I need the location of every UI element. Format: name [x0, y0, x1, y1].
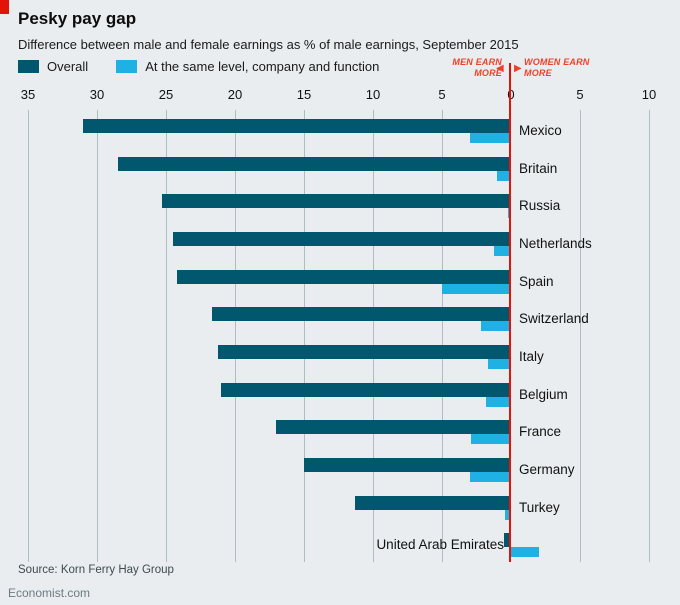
- bar-same-level: [505, 509, 511, 520]
- axis-tick-label: 30: [89, 87, 105, 102]
- axis-tick-label: 20: [227, 87, 243, 102]
- gridline: [303, 110, 305, 562]
- country-label: Netherlands: [519, 236, 592, 251]
- gridline: [96, 110, 98, 562]
- axis-tick-label: 25: [158, 87, 174, 102]
- legend: Overall At the same level, company and f…: [18, 59, 379, 74]
- gridline: [579, 110, 581, 562]
- legend-swatch-same-level: [116, 60, 138, 73]
- bar-overall: [355, 495, 511, 510]
- country-label: Belgium: [519, 386, 568, 402]
- legend-swatch-overall: [18, 60, 39, 73]
- axis-tick-label: 5: [438, 87, 446, 102]
- axis-tick-label: 35: [20, 87, 36, 102]
- bar-same-level: [487, 359, 511, 369]
- legend-item-same-level: At the same level, company and function: [116, 59, 379, 74]
- annotation-men-earn-more: MEN EARN MORE: [452, 57, 502, 78]
- country-label: Switzerland: [519, 311, 589, 327]
- bar-same-level: [470, 434, 511, 445]
- chart-subtitle: Difference between male and female earni…: [18, 37, 519, 52]
- legend-label-overall: Overall: [47, 59, 89, 74]
- bar-same-level: [497, 170, 511, 181]
- country-label: United Arab Emirates: [376, 537, 504, 553]
- bar-same-level: [480, 321, 511, 332]
- bar-same-level: [494, 246, 511, 256]
- zero-baseline: [509, 63, 511, 562]
- country-label: Russia: [519, 198, 561, 214]
- gridline: [648, 110, 650, 562]
- bar-overall: [304, 458, 511, 472]
- country-label: Germany: [519, 462, 575, 477]
- left-arrow-icon: ◀: [496, 63, 504, 74]
- country-label: Turkey: [519, 499, 560, 515]
- bar-overall: [161, 194, 511, 209]
- right-arrow-icon: ▶: [514, 63, 522, 74]
- bar-overall: [211, 307, 511, 322]
- bar-overall: [117, 156, 511, 171]
- bar-overall: [504, 533, 511, 548]
- gridline: [234, 110, 236, 562]
- source-note: Source: Korn Ferry Hay Group: [18, 564, 174, 576]
- bar-overall: [221, 382, 511, 397]
- country-label: Italy: [519, 349, 544, 364]
- axis-tick-label: 10: [641, 87, 657, 102]
- bar-overall: [276, 420, 511, 435]
- economist-red-tab: [0, 0, 9, 14]
- bar-same-level: [469, 133, 511, 143]
- bar-overall: [218, 345, 511, 359]
- country-label: Britain: [519, 160, 558, 176]
- bar-same-level: [486, 396, 511, 407]
- bar-same-level: [442, 283, 511, 294]
- bar-overall: [83, 119, 511, 133]
- annotation-women-earn-more: WOMEN EARN MORE: [524, 57, 590, 78]
- axis-tick-label: 5: [576, 87, 584, 102]
- bar-overall: [172, 232, 511, 246]
- axis-tick-label: 15: [296, 87, 312, 102]
- gridline: [372, 110, 374, 562]
- gridline: [441, 110, 443, 562]
- legend-label-same-level: At the same level, company and function: [145, 59, 380, 74]
- country-label: Mexico: [519, 123, 562, 138]
- brand-footer: Economist.com: [8, 586, 91, 600]
- bar-overall: [177, 269, 511, 284]
- axis-tick-label: 10: [365, 87, 381, 102]
- bar-same-level: [469, 472, 511, 482]
- bar-same-level: [511, 547, 539, 558]
- chart-title: Pesky pay gap: [18, 9, 137, 28]
- gridline: [27, 110, 29, 562]
- country-label: France: [519, 424, 562, 440]
- country-label: Spain: [519, 273, 554, 289]
- axis-tick-label: 0: [496, 87, 526, 102]
- legend-item-overall: Overall: [18, 59, 88, 74]
- gridline: [165, 110, 167, 562]
